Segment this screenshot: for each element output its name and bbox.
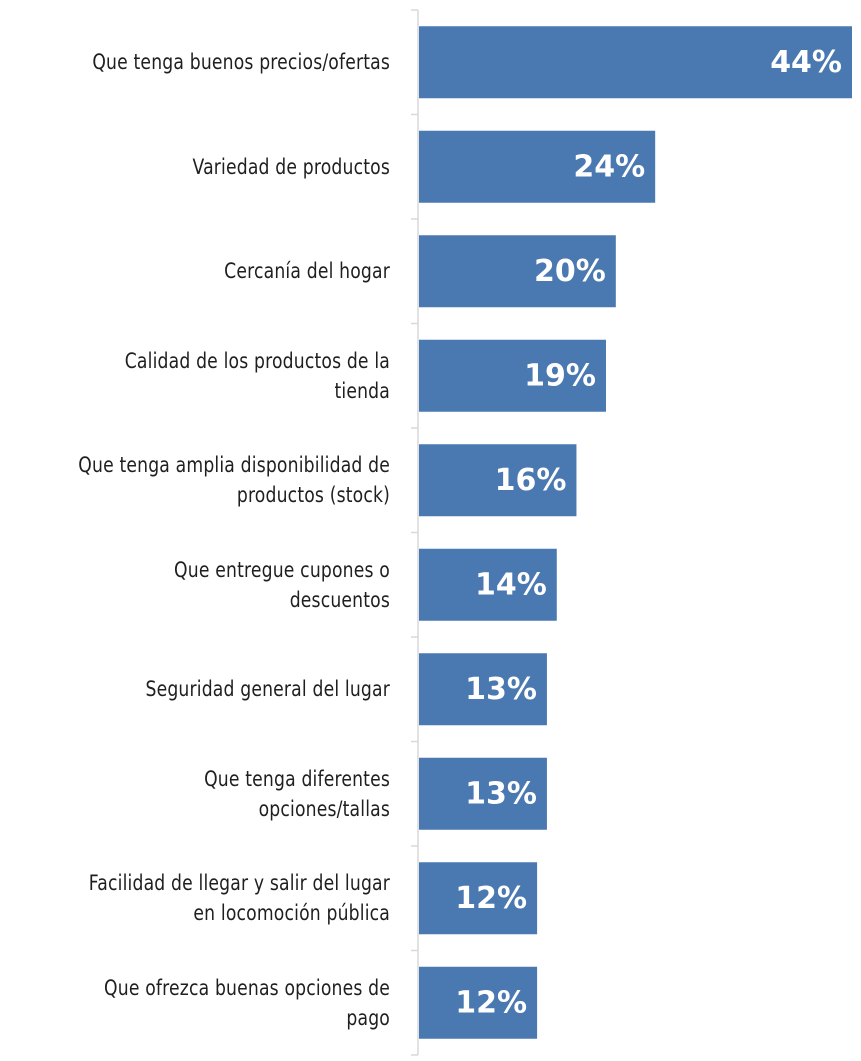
category-label: Facilidad de llegar y salir del lugar en …	[62, 868, 390, 928]
bar	[419, 130, 656, 203]
data-label: 12%	[455, 881, 527, 916]
data-label: 13%	[465, 672, 537, 707]
category-label-line: productos (stock)	[236, 483, 390, 508]
category-label-line: Cercanía del hogar	[224, 259, 390, 284]
category-label-line: Que entregue cupones o	[174, 557, 390, 582]
category-label-line: Variedad de productos	[192, 154, 390, 179]
category-label-line: Seguridad general del lugar	[145, 677, 390, 702]
category-label: Variedad de productos	[62, 152, 390, 182]
data-label: 19%	[524, 358, 596, 393]
bar	[419, 757, 547, 830]
bar	[419, 548, 557, 621]
category-label-line: descuentos	[289, 587, 390, 612]
category-axis	[411, 9, 419, 1056]
value-labels-group: 44% 24% 20% 19% 16% 14% 13% 13% 12% 12%	[455, 45, 842, 1021]
category-label-line: Que tenga buenos precios/ofertas	[92, 50, 391, 75]
category-label: Calidad de los productos de la tienda	[62, 346, 390, 406]
category-label: Que tenga amplia disponibilidad de produc…	[62, 450, 390, 510]
bar	[419, 444, 577, 517]
data-label: 44%	[770, 45, 842, 80]
bar	[419, 862, 538, 935]
data-label: 20%	[534, 254, 606, 289]
category-label-line: tienda	[334, 378, 390, 403]
category-label-line: Facilidad de llegar y salir del lugar	[88, 871, 390, 896]
category-label-line: en locomoción pública	[193, 901, 390, 926]
bar	[419, 653, 547, 726]
data-label: 13%	[465, 776, 537, 811]
data-label: 12%	[455, 985, 527, 1020]
category-label-line: Que tenga diferentes	[204, 766, 390, 791]
category-label-line: Que ofrezca buenas opciones de	[104, 975, 391, 1000]
category-label: Cercanía del hogar	[62, 256, 390, 286]
data-label: 14%	[475, 567, 547, 602]
category-label-line: Calidad de los productos de la	[124, 348, 391, 373]
category-label: Que ofrezca buenas opciones de pago	[62, 973, 390, 1033]
data-label: 16%	[495, 463, 567, 498]
bar	[419, 235, 616, 308]
category-label-line: pago	[346, 1005, 390, 1030]
bar	[419, 339, 606, 412]
bars-group	[419, 26, 852, 1039]
category-label: Que tenga buenos precios/ofertas	[62, 47, 390, 77]
category-label: Que entregue cupones o descuentos	[62, 555, 390, 615]
category-label: Que tenga diferentes opciones/tallas	[62, 764, 390, 824]
bar	[419, 26, 852, 99]
bar	[419, 966, 538, 1039]
category-label-line: Que tenga amplia disponibilidad de	[78, 453, 390, 478]
category-label-line: opciones/tallas	[258, 796, 390, 821]
category-label: Seguridad general del lugar	[62, 674, 390, 704]
data-label: 24%	[573, 149, 645, 184]
